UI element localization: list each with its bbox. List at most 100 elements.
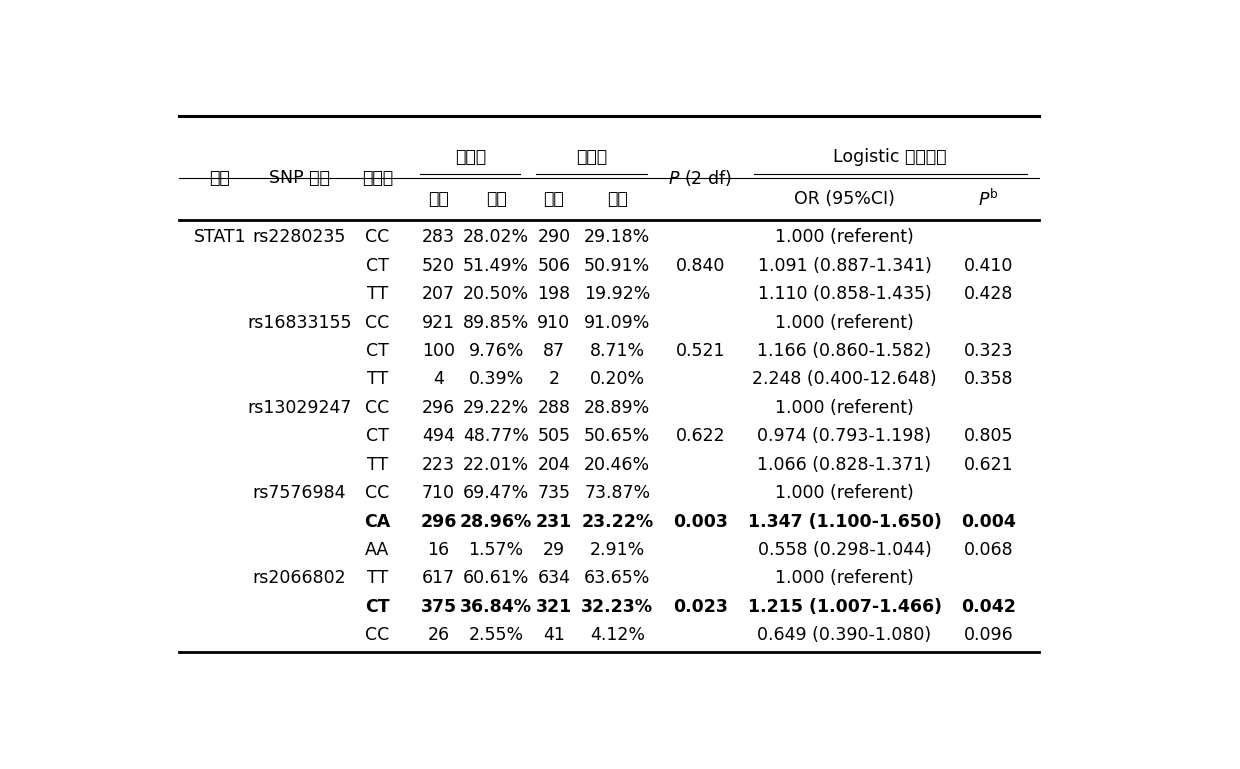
Text: 4.12%: 4.12% [590, 626, 645, 644]
Text: 0.840: 0.840 [676, 257, 725, 275]
Text: 例数: 例数 [543, 190, 564, 208]
Text: $P$ (2 df): $P$ (2 df) [668, 168, 733, 188]
Text: 1.066 (0.828-1.371): 1.066 (0.828-1.371) [758, 456, 931, 474]
Text: 0.20%: 0.20% [590, 371, 645, 388]
Text: SNP 编号: SNP 编号 [269, 169, 330, 187]
Text: rs16833155: rs16833155 [247, 314, 351, 331]
Text: 710: 710 [422, 484, 455, 502]
Text: TT: TT [367, 569, 388, 588]
Text: 1.000 (referent): 1.000 (referent) [775, 228, 914, 246]
Text: 29: 29 [543, 541, 565, 559]
Text: 69.47%: 69.47% [463, 484, 529, 502]
Text: CC: CC [366, 314, 389, 331]
Text: STAT1: STAT1 [193, 228, 247, 246]
Text: 1.000 (referent): 1.000 (referent) [775, 314, 914, 331]
Text: 1.091 (0.887-1.341): 1.091 (0.887-1.341) [758, 257, 931, 275]
Text: 506: 506 [537, 257, 570, 275]
Text: 520: 520 [422, 257, 455, 275]
Text: 16: 16 [428, 541, 450, 559]
Text: 0.004: 0.004 [961, 513, 1016, 531]
Text: 19.92%: 19.92% [584, 285, 651, 303]
Text: 0.428: 0.428 [963, 285, 1013, 303]
Text: 910: 910 [537, 314, 570, 331]
Text: 91.09%: 91.09% [584, 314, 651, 331]
Text: 48.77%: 48.77% [464, 428, 529, 445]
Text: 73.87%: 73.87% [584, 484, 650, 502]
Text: 223: 223 [422, 456, 455, 474]
Text: 1.347 (1.100-1.650): 1.347 (1.100-1.650) [748, 513, 941, 531]
Text: 0.974 (0.793-1.198): 0.974 (0.793-1.198) [758, 428, 931, 445]
Text: 617: 617 [422, 569, 455, 588]
Text: TT: TT [367, 371, 388, 388]
Text: 63.65%: 63.65% [584, 569, 651, 588]
Text: 29.18%: 29.18% [584, 228, 650, 246]
Text: AA: AA [366, 541, 389, 559]
Text: 87: 87 [543, 342, 564, 360]
Text: CT: CT [366, 257, 389, 275]
Text: CC: CC [366, 399, 389, 417]
Text: 例数: 例数 [428, 190, 449, 208]
Text: 735: 735 [537, 484, 570, 502]
Text: 频率: 频率 [606, 190, 627, 208]
Text: 20.46%: 20.46% [584, 456, 650, 474]
Text: 375: 375 [420, 598, 456, 616]
Text: 基因: 基因 [210, 169, 231, 187]
Text: 基因型: 基因型 [362, 169, 393, 187]
Text: 0.521: 0.521 [676, 342, 725, 360]
Text: 2.55%: 2.55% [469, 626, 523, 644]
Text: 283: 283 [422, 228, 455, 246]
Text: 0.558 (0.298-1.044): 0.558 (0.298-1.044) [758, 541, 931, 559]
Text: 8.71%: 8.71% [590, 342, 645, 360]
Text: 26: 26 [428, 626, 450, 644]
Text: 0.096: 0.096 [963, 626, 1013, 644]
Text: 288: 288 [537, 399, 570, 417]
Text: 0.003: 0.003 [673, 513, 728, 531]
Text: 28.89%: 28.89% [584, 399, 650, 417]
Text: 321: 321 [536, 598, 572, 616]
Text: 1.000 (referent): 1.000 (referent) [775, 399, 914, 417]
Text: 28.02%: 28.02% [463, 228, 529, 246]
Text: 28.96%: 28.96% [460, 513, 532, 531]
Text: 0.39%: 0.39% [469, 371, 523, 388]
Text: 204: 204 [537, 456, 570, 474]
Text: 结核组: 结核组 [455, 148, 486, 166]
Text: 4: 4 [433, 371, 444, 388]
Text: 100: 100 [422, 342, 455, 360]
Text: 51.49%: 51.49% [463, 257, 529, 275]
Text: CC: CC [366, 228, 389, 246]
Text: CT: CT [365, 598, 389, 616]
Text: 89.85%: 89.85% [463, 314, 529, 331]
Text: CC: CC [366, 484, 389, 502]
Text: 9.76%: 9.76% [469, 342, 523, 360]
Text: rs2280235: rs2280235 [253, 228, 346, 246]
Text: 0.323: 0.323 [963, 342, 1013, 360]
Text: 50.65%: 50.65% [584, 428, 650, 445]
Text: OR (95%CI): OR (95%CI) [794, 190, 895, 208]
Text: CA: CA [365, 513, 391, 531]
Text: 2: 2 [548, 371, 559, 388]
Text: 0.621: 0.621 [963, 456, 1013, 474]
Text: 198: 198 [537, 285, 570, 303]
Text: 32.23%: 32.23% [582, 598, 653, 616]
Text: 23.22%: 23.22% [582, 513, 653, 531]
Text: 1.000 (referent): 1.000 (referent) [775, 569, 914, 588]
Text: 1.57%: 1.57% [469, 541, 523, 559]
Text: 231: 231 [536, 513, 572, 531]
Text: 296: 296 [422, 399, 455, 417]
Text: 0.649 (0.390-1.080): 0.649 (0.390-1.080) [758, 626, 931, 644]
Text: 921: 921 [422, 314, 455, 331]
Text: 0.358: 0.358 [963, 371, 1013, 388]
Text: CT: CT [366, 342, 389, 360]
Text: 296: 296 [420, 513, 456, 531]
Text: 对照组: 对照组 [575, 148, 606, 166]
Text: 1.000 (referent): 1.000 (referent) [775, 484, 914, 502]
Text: 0.042: 0.042 [961, 598, 1016, 616]
Text: 0.068: 0.068 [963, 541, 1013, 559]
Text: rs7576984: rs7576984 [253, 484, 346, 502]
Text: 494: 494 [422, 428, 455, 445]
Text: 1.166 (0.860-1.582): 1.166 (0.860-1.582) [758, 342, 931, 360]
Text: 60.61%: 60.61% [463, 569, 529, 588]
Text: TT: TT [367, 456, 388, 474]
Text: rs2066802: rs2066802 [252, 569, 346, 588]
Text: 1.215 (1.007-1.466): 1.215 (1.007-1.466) [748, 598, 941, 616]
